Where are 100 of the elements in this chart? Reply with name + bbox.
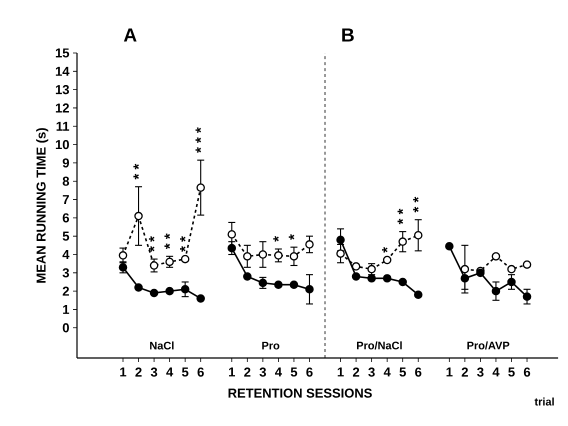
x-tick-label: 2: [135, 368, 142, 377]
point: [414, 290, 422, 300]
point: [196, 294, 205, 303]
point: [336, 249, 345, 258]
x-tick-label: 6: [415, 368, 422, 377]
x-tick-label: 3: [477, 368, 484, 377]
data-label: *: [382, 247, 388, 253]
point: [258, 278, 268, 288]
point: [228, 244, 236, 252]
point: [305, 285, 314, 294]
point: [398, 237, 407, 246]
point: [352, 272, 360, 281]
annotation: Pro: [262, 342, 280, 350]
point: [382, 274, 392, 283]
x-tick-label: 5: [182, 368, 188, 377]
annotation: NaCl: [150, 341, 174, 350]
data-label: *: [288, 234, 294, 240]
point: [305, 240, 314, 249]
y-tick-label: 2: [62, 286, 69, 296]
data-label: * *: [180, 236, 186, 252]
x-tick-label: 5: [400, 368, 406, 377]
annotation: Pro/NaCl: [356, 341, 402, 350]
x-tick-label: 4: [166, 368, 174, 376]
y-tick-label: 8: [62, 176, 70, 186]
point: [492, 252, 500, 261]
point: [165, 258, 174, 266]
point: [352, 262, 360, 271]
point: [274, 251, 283, 260]
y-tick-label: 1: [63, 305, 70, 314]
data-label: *: [273, 236, 279, 242]
y-axis-title: MEAN RUNNING TIME (s): [36, 128, 48, 283]
point: [522, 292, 532, 301]
point: [274, 280, 283, 289]
x-tick-label: 6: [198, 368, 204, 377]
chart-title: B: [342, 28, 354, 42]
y-tick-label: 10: [56, 140, 69, 150]
x-tick-label: 1: [338, 368, 344, 376]
annotation: Pro/AVP: [467, 341, 510, 350]
point: [367, 274, 376, 283]
y-tick-label: 15: [56, 48, 70, 58]
point: [367, 264, 376, 274]
data-label: * *: [413, 196, 419, 212]
data-label: * * *: [196, 127, 202, 153]
y-tick-label: 4: [62, 250, 70, 259]
x-tick-label: 4: [492, 368, 500, 376]
x-tick-label: 5: [290, 368, 298, 377]
x-tick-label: 3: [260, 368, 266, 377]
x-tick-label: 1: [120, 368, 126, 376]
y-tick-label: 0: [62, 323, 69, 332]
x-axis-title: RETENTION SESSIONS: [228, 388, 372, 398]
point: [134, 212, 143, 220]
point: [258, 250, 268, 259]
x-tick-label: 2: [244, 368, 250, 377]
point: [150, 261, 158, 270]
x-tick-label: 1: [228, 368, 236, 376]
y-tick-label: 9: [62, 158, 69, 168]
point: [165, 286, 174, 296]
point: [398, 278, 407, 286]
x-tick-label: 5: [508, 368, 515, 377]
point: [134, 283, 143, 292]
x-tick-label: 4: [384, 368, 391, 376]
y-tick-label: 14: [56, 66, 70, 76]
y-tick-label: 13: [56, 85, 70, 94]
point: [180, 285, 190, 294]
data-label: * *: [164, 233, 170, 250]
x-tick-label: 1: [446, 368, 453, 376]
point: [196, 183, 205, 192]
point: [445, 242, 454, 251]
x-tick-label: 2: [352, 368, 360, 377]
point: [228, 230, 236, 239]
y-tick-label: 7: [62, 195, 69, 204]
y-tick-label: 6: [62, 213, 70, 222]
point: [243, 252, 252, 261]
point: [290, 252, 298, 261]
point: [243, 272, 252, 281]
x-tick-label: 3: [368, 368, 375, 377]
point: [290, 280, 298, 289]
point: [460, 274, 470, 283]
text: trial: [534, 398, 554, 406]
point: [492, 286, 500, 296]
y-tick-label: 12: [56, 103, 69, 112]
y-tick-label: 3: [62, 268, 70, 278]
point: [460, 264, 470, 274]
x-tick-label: 6: [524, 368, 530, 377]
data-label: * *: [148, 236, 154, 252]
x-tick-label: 3: [150, 368, 158, 377]
point: [382, 256, 392, 264]
point: [336, 236, 345, 244]
x-tick-label: 4: [275, 368, 282, 376]
x-tick-label: 2: [462, 368, 468, 377]
point: [507, 278, 516, 286]
point: [118, 251, 128, 260]
y-tick-label: 5: [62, 232, 70, 241]
x-tick-label: 6: [306, 368, 313, 377]
data-label: * *: [398, 208, 404, 224]
point: [180, 254, 190, 264]
point: [414, 231, 422, 240]
point: [150, 288, 158, 298]
point: [507, 264, 516, 274]
chart-title: A: [124, 28, 137, 42]
